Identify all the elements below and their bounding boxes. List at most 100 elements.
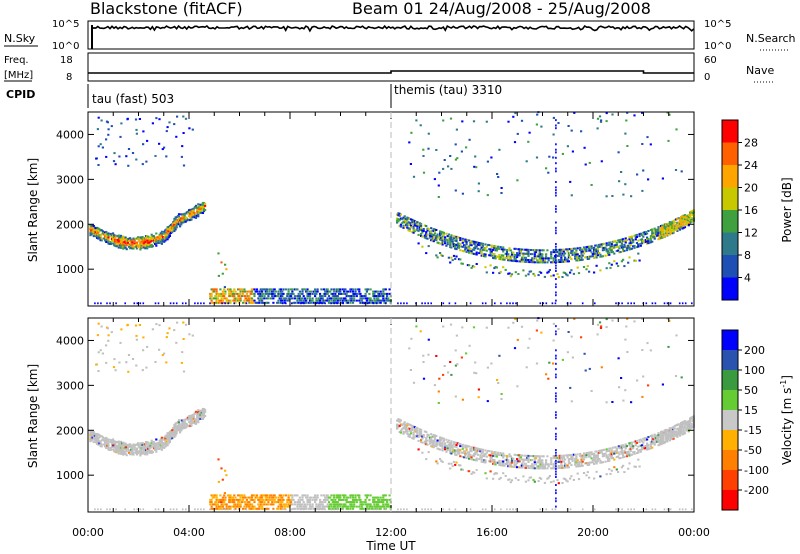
power-cell (217, 252, 220, 255)
velocity-cell (302, 505, 305, 508)
velocity-cell (308, 503, 312, 506)
velocity-cell (468, 455, 471, 458)
power-cell (464, 246, 467, 249)
power-cell (586, 245, 589, 248)
velocity-cell (173, 432, 176, 434)
velocity-cell (689, 427, 692, 430)
velocity-cell (519, 454, 522, 457)
power-cell (146, 139, 149, 142)
power-cell (191, 208, 194, 211)
velocity-cell (336, 505, 339, 508)
velocity-cell (130, 444, 133, 447)
velocity-cell (279, 507, 283, 510)
power-cell (613, 240, 616, 243)
velocity-cell (264, 494, 267, 497)
power-cell (336, 302, 339, 305)
power-cell (613, 246, 616, 249)
power-cell (451, 240, 454, 243)
power-cell (509, 257, 512, 260)
velocity-cell (595, 454, 598, 457)
velocity-cell (353, 505, 356, 508)
velocity-cell (635, 452, 639, 455)
power-cell (454, 235, 457, 238)
velocity-cell (406, 424, 409, 427)
velocity-cell (287, 498, 290, 501)
power-cell (287, 288, 290, 291)
velocity-cell (113, 446, 116, 449)
velocity-cell (652, 442, 655, 445)
power-cell (638, 259, 641, 262)
power-cell (617, 245, 620, 248)
power-cell (281, 290, 284, 293)
power-cell (187, 212, 190, 215)
power-cell (327, 295, 331, 298)
velocity-cell (374, 501, 377, 504)
velocity-cell (512, 508, 514, 511)
velocity-cell (134, 451, 137, 454)
velocity-cell (227, 508, 229, 511)
velocity-cell (316, 505, 319, 508)
power-cell (190, 218, 193, 221)
velocity-cell (287, 505, 290, 508)
power-cell (649, 235, 652, 238)
power-cell (646, 136, 649, 139)
power-cell (538, 257, 541, 260)
velocity-cell (625, 451, 628, 454)
power-cell (200, 302, 202, 305)
power-cell (167, 232, 170, 235)
power-cell (175, 135, 178, 138)
power-cell (630, 302, 632, 305)
velocity-cell (463, 450, 466, 453)
velocity-cell (659, 443, 663, 445)
power-cell (228, 295, 231, 298)
power-cell (561, 258, 564, 261)
power-cell (402, 220, 405, 223)
power-cell (107, 236, 110, 239)
velocity-cell (373, 496, 376, 499)
power-cell (439, 230, 442, 233)
power-cell (471, 240, 474, 243)
power-cell (423, 224, 426, 227)
power-cell (382, 299, 385, 302)
power-cell (545, 167, 548, 170)
velocity-cell (673, 424, 676, 427)
power-cell (167, 230, 170, 233)
velocity-cell (369, 494, 372, 497)
velocity-cell (433, 434, 437, 437)
velocity-cell (435, 441, 438, 444)
velocity-cell (628, 448, 631, 451)
velocity-cell (601, 449, 604, 452)
velocity-cell (615, 468, 618, 471)
nsky-frame (87, 20, 695, 50)
velocity-cell (469, 456, 472, 458)
power-cell (528, 261, 531, 264)
velocity-cell (312, 496, 315, 499)
velocity-cell (465, 457, 468, 459)
power-cell (683, 226, 687, 229)
velocity-cell (382, 503, 385, 506)
power-cell (522, 269, 525, 272)
power-cell (180, 213, 183, 216)
power-cell (233, 299, 236, 302)
velocity-cell (220, 498, 223, 501)
power-cell (596, 246, 599, 249)
velocity-cell (637, 451, 640, 454)
power-cell (272, 290, 275, 293)
power-cell (527, 250, 530, 253)
power-cell (446, 243, 449, 246)
power-cell (651, 228, 654, 231)
power-cell (334, 301, 337, 304)
power-cell (444, 240, 447, 243)
power-cell (324, 299, 327, 302)
velocity-cell (420, 432, 423, 435)
velocity-cell (584, 456, 587, 459)
velocity-cell (574, 461, 577, 464)
power-cell (626, 145, 629, 147)
power-cell (481, 255, 485, 257)
power-cell (611, 250, 615, 253)
velocity-cell (478, 448, 481, 450)
velocity-cell (572, 453, 575, 456)
velocity-cell (623, 445, 626, 448)
power-cell (302, 288, 305, 291)
power-cell (418, 224, 421, 227)
